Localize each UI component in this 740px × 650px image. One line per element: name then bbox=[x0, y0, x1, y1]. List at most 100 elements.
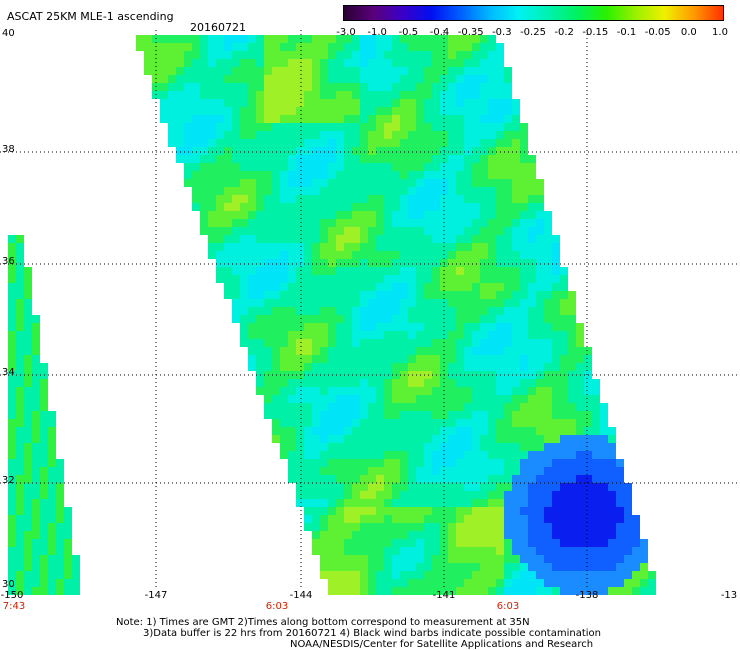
swath-cell bbox=[432, 243, 440, 251]
swath-cell bbox=[488, 515, 496, 523]
swath-cell bbox=[632, 579, 640, 587]
swath-cell bbox=[408, 75, 416, 83]
swath-cell bbox=[336, 379, 344, 387]
swath-cell bbox=[384, 67, 392, 75]
swath-cell bbox=[496, 219, 504, 227]
swath-cell bbox=[352, 243, 360, 251]
swath-cell bbox=[616, 539, 624, 547]
swath-cell bbox=[384, 171, 392, 179]
swath-cell bbox=[56, 491, 64, 499]
swath-cell bbox=[464, 419, 472, 427]
swath-cell bbox=[288, 43, 296, 51]
swath-cell bbox=[464, 387, 472, 395]
swath-cell bbox=[448, 475, 456, 483]
swath-cell bbox=[560, 419, 568, 427]
swath-cell bbox=[344, 91, 352, 99]
swath-cell bbox=[256, 347, 264, 355]
swath-cell bbox=[544, 539, 552, 547]
swath-cell bbox=[560, 267, 568, 275]
swath-cell bbox=[480, 155, 488, 163]
swath-cell bbox=[512, 419, 520, 427]
swath-cell bbox=[336, 563, 344, 571]
swath-cell bbox=[208, 51, 216, 59]
swath-cell bbox=[376, 315, 384, 323]
swath-cell bbox=[432, 467, 440, 475]
swath-cell bbox=[296, 107, 304, 115]
swath-cell bbox=[360, 387, 368, 395]
swath-cell bbox=[200, 51, 208, 59]
swath-cell bbox=[448, 427, 456, 435]
swath-cell bbox=[16, 459, 24, 467]
swath-cell bbox=[616, 515, 624, 523]
swath-cell bbox=[368, 531, 376, 539]
swath-cell bbox=[328, 251, 336, 259]
swath-cell bbox=[368, 195, 376, 203]
swath-cell bbox=[408, 419, 416, 427]
swath-cell bbox=[416, 243, 424, 251]
swath-cell bbox=[232, 163, 240, 171]
swath-cell bbox=[552, 539, 560, 547]
swath-cell bbox=[256, 259, 264, 267]
swath-cell bbox=[320, 539, 328, 547]
swath-cell bbox=[536, 555, 544, 563]
swath-cell bbox=[496, 195, 504, 203]
swath-cell bbox=[264, 315, 272, 323]
swath-cell bbox=[392, 299, 400, 307]
swath-cell bbox=[552, 275, 560, 283]
swath-cell bbox=[272, 267, 280, 275]
swath-cell bbox=[24, 411, 32, 419]
swath-cell bbox=[552, 427, 560, 435]
swath-cell bbox=[464, 587, 472, 595]
swath-cell bbox=[400, 491, 408, 499]
swath-cell bbox=[376, 587, 384, 595]
swath-cell bbox=[160, 75, 168, 83]
swath-cell bbox=[608, 443, 616, 451]
swath-cell bbox=[8, 315, 16, 323]
swath-cell bbox=[584, 451, 592, 459]
swath-cell bbox=[448, 539, 456, 547]
swath-cell bbox=[512, 171, 520, 179]
swath-cell bbox=[336, 291, 344, 299]
swath-cell bbox=[488, 315, 496, 323]
swath-cell bbox=[592, 379, 600, 387]
swath-cell bbox=[296, 163, 304, 171]
swath-cell bbox=[488, 563, 496, 571]
swath-cell bbox=[432, 163, 440, 171]
swath-cell bbox=[584, 363, 592, 371]
swath-cell bbox=[312, 299, 320, 307]
swath-cell bbox=[560, 451, 568, 459]
swath-cell bbox=[472, 267, 480, 275]
swath-cell bbox=[528, 291, 536, 299]
swath-cell bbox=[584, 515, 592, 523]
swath-cell bbox=[16, 571, 24, 579]
swath-cell bbox=[192, 163, 200, 171]
swath-cell bbox=[8, 403, 16, 411]
swath-cell bbox=[256, 147, 264, 155]
swath-cell bbox=[328, 467, 336, 475]
swath-cell bbox=[208, 171, 216, 179]
swath-cell bbox=[200, 35, 208, 43]
swath-cell bbox=[408, 203, 416, 211]
swath-cell bbox=[384, 355, 392, 363]
swath-cell bbox=[368, 275, 376, 283]
swath-cell bbox=[456, 403, 464, 411]
swath-cell bbox=[464, 331, 472, 339]
swath-cell bbox=[504, 83, 512, 91]
swath-cell bbox=[408, 339, 416, 347]
swath-cell bbox=[536, 403, 544, 411]
swath-cell bbox=[352, 251, 360, 259]
swath-cell bbox=[280, 171, 288, 179]
swath-cell bbox=[392, 307, 400, 315]
swath-cell bbox=[336, 427, 344, 435]
swath-cell bbox=[488, 299, 496, 307]
swath-cell bbox=[384, 131, 392, 139]
time-tick-3: 6:03 bbox=[496, 601, 520, 612]
swath-cell bbox=[392, 275, 400, 283]
swath-cell bbox=[488, 115, 496, 123]
swath-cell bbox=[512, 123, 520, 131]
swath-cell bbox=[616, 483, 624, 491]
swath-cell bbox=[328, 75, 336, 83]
swath-cell bbox=[344, 427, 352, 435]
swath-cell bbox=[40, 427, 48, 435]
swath-cell bbox=[568, 507, 576, 515]
